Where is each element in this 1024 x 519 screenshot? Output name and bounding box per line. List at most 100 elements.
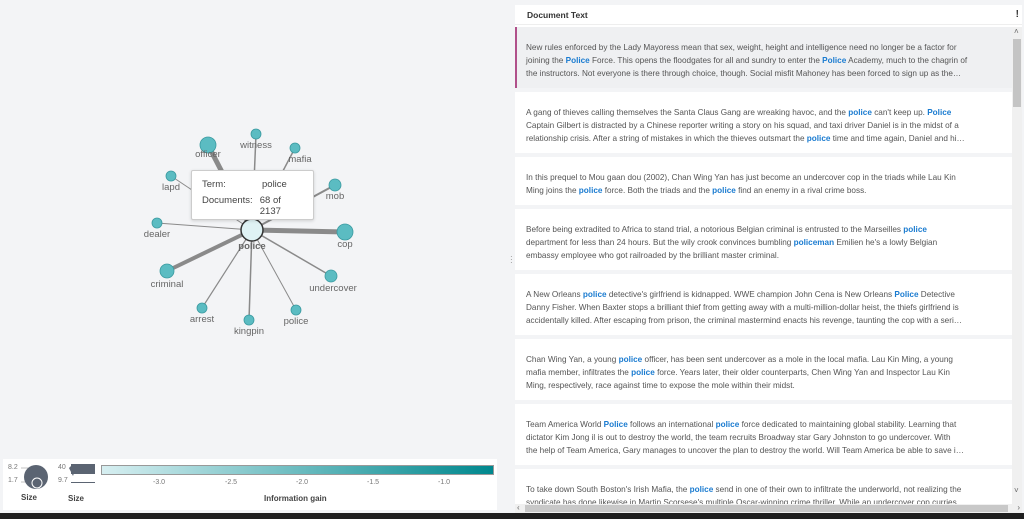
horizontal-scrollbar[interactable]: ‹ › xyxy=(515,503,1022,513)
document-text: dictator Kim Jong il is out to destroy t… xyxy=(526,433,951,442)
taskbar xyxy=(0,513,1024,519)
edge-undercover[interactable] xyxy=(251,229,332,277)
highlighted-term: Police xyxy=(565,56,590,65)
highlighted-term: Police xyxy=(603,420,628,429)
document-line: Before being extradited to Africa to sta… xyxy=(526,223,1000,236)
highlighted-term: Police xyxy=(822,56,847,65)
highlighted-term: Police xyxy=(927,108,952,117)
document-item[interactable]: A gang of thieves calling themselves the… xyxy=(515,92,1012,153)
document-text: In this prequel to Mou gaan dou (2002), … xyxy=(526,173,956,182)
document-line: relationship crisis. After a string of m… xyxy=(526,132,1000,145)
node-label-witness: witness xyxy=(239,140,272,151)
highlighted-term: police xyxy=(903,225,927,234)
document-text: detective's girlfriend is kidnapped. WWE… xyxy=(606,290,895,299)
vertical-scroll-thumb[interactable] xyxy=(1013,39,1021,107)
tooltip-term-label: Term: xyxy=(202,179,226,190)
document-text: time and time again, Daniel and hi… xyxy=(830,134,965,143)
document-line: A gang of thieves calling themselves the… xyxy=(526,106,1000,119)
edge-police[interactable] xyxy=(251,229,297,311)
document-line: accidentally killed. After escaping from… xyxy=(526,314,1000,327)
horizontal-scroll-thumb[interactable] xyxy=(525,505,1008,512)
scroll-up-icon[interactable]: ˄ xyxy=(1014,27,1019,36)
node-label-mob: mob xyxy=(326,191,344,202)
node-lapd[interactable] xyxy=(165,170,177,182)
color-tick: -1.0 xyxy=(438,479,451,486)
scroll-down-icon[interactable]: ˅ xyxy=(1014,486,1019,495)
node-kingpin[interactable] xyxy=(243,314,255,326)
highlighted-term: police xyxy=(715,420,740,429)
node-criminal[interactable] xyxy=(159,263,175,279)
document-item[interactable]: New rules enforced by the Lady Mayoress … xyxy=(515,27,1012,88)
document-line: Captain Gilbert is distracted by a Chine… xyxy=(526,119,1000,132)
highlighted-term: police xyxy=(582,290,607,299)
document-item[interactable]: To take down South Boston's Irish Mafia,… xyxy=(515,469,1012,505)
edge-cop[interactable] xyxy=(251,227,346,235)
vertical-scrollbar[interactable]: ˄ ˅ xyxy=(1012,27,1022,505)
document-text: Chan Wing Yan, a young xyxy=(526,355,619,364)
document-text: Ming joins the xyxy=(526,186,579,195)
edge-dealer[interactable] xyxy=(156,222,253,231)
color-legend-label: Information gain xyxy=(264,494,327,503)
document-text: A New Orleans xyxy=(526,290,583,299)
edge-size-label: Size xyxy=(68,494,85,503)
node-label-criminal: criminal xyxy=(151,279,184,290)
term-tooltip: Term: police Documents: 68 of 2137 xyxy=(191,170,314,220)
pane-splitter[interactable]: · · · xyxy=(510,252,513,267)
node-officer[interactable] xyxy=(199,136,217,154)
node-size-icon xyxy=(21,465,48,489)
legend: 8.2 1.7 Size 40 9.7 Size -3.0 -2.5 -2.0 … xyxy=(3,459,497,510)
node-arrest[interactable] xyxy=(196,302,208,314)
document-line: the help of Team America, Gary manages t… xyxy=(526,444,1000,457)
document-line: syndicate has done likewise in Martin Sc… xyxy=(526,496,1000,505)
center-node[interactable] xyxy=(240,218,264,242)
node-cop[interactable] xyxy=(336,223,354,241)
node-mob[interactable] xyxy=(328,178,342,192)
node-police[interactable] xyxy=(290,304,302,316)
node-dealer[interactable] xyxy=(151,217,163,229)
document-text: Before being extradited to Africa to sta… xyxy=(526,225,904,234)
document-item[interactable]: In this prequel to Mou gaan dou (2002), … xyxy=(515,157,1012,205)
node-size-label: Size xyxy=(21,493,38,502)
highlighted-term: police xyxy=(848,108,872,117)
highlighted-term: police xyxy=(689,485,714,494)
document-line: New rules enforced by the Lady Mayoress … xyxy=(526,41,1000,54)
color-tick: -3.0 xyxy=(153,479,166,486)
document-item[interactable]: Team America World Police follows an int… xyxy=(515,404,1012,465)
edge-criminal[interactable] xyxy=(166,228,253,273)
document-line: Ming joins the police force. Both the tr… xyxy=(526,184,1000,197)
document-text: New rules enforced by the Lady Mayoress … xyxy=(526,43,957,52)
node-undercover[interactable] xyxy=(324,269,338,283)
scroll-left-icon[interactable]: ‹ xyxy=(517,503,520,512)
center-node-label: police xyxy=(238,241,265,252)
document-line: mafia member, infiltrates the police for… xyxy=(526,366,1000,379)
document-text: send in one of their own to infiltrate t… xyxy=(713,485,962,494)
document-item[interactable]: Chan Wing Yan, a young police officer, h… xyxy=(515,339,1012,400)
edge-size-min: 9.7 xyxy=(58,477,68,484)
document-text: embassy employee who got railroaded by t… xyxy=(526,251,780,260)
node-label-cop: cop xyxy=(337,239,352,250)
document-line: Chan Wing Yan, a young police officer, h… xyxy=(526,353,1000,366)
term-network[interactable]: officer witness mafia lapd mob dealer cop crimi… xyxy=(0,0,508,455)
document-item[interactable]: A New Orleans police detective's girlfri… xyxy=(515,274,1012,335)
panel-menu-icon[interactable]: ! xyxy=(1015,9,1019,20)
document-text: Emilien he's a lowly Belgian xyxy=(834,238,938,247)
highlighted-term: Police xyxy=(894,290,919,299)
edge-arrest[interactable] xyxy=(201,229,253,309)
document-line: dictator Kim Jong il is out to destroy t… xyxy=(526,431,1000,444)
edge-kingpin[interactable] xyxy=(248,229,253,321)
node-label-dealer: dealer xyxy=(144,229,170,240)
scroll-right-icon[interactable]: › xyxy=(1017,503,1020,512)
document-text: accidentally killed. After escaping from… xyxy=(526,316,962,325)
document-text: department for less than 24 hours. But t… xyxy=(526,238,794,247)
document-line: Team America World Police follows an int… xyxy=(526,418,1000,431)
color-tick: -2.5 xyxy=(225,479,238,486)
node-witness[interactable] xyxy=(250,128,262,140)
document-item[interactable]: Before being extradited to Africa to sta… xyxy=(515,209,1012,270)
document-list: New rules enforced by the Lady Mayoress … xyxy=(515,27,1012,505)
node-mafia[interactable] xyxy=(289,142,301,154)
document-line: In this prequel to Mou gaan dou (2002), … xyxy=(526,171,1000,184)
node-label-officer: officer xyxy=(195,149,221,160)
node-label-lapd: lapd xyxy=(162,182,180,193)
panel-header: Document Text ! xyxy=(515,5,1022,25)
document-line: the instructors. Not everyone is there t… xyxy=(526,67,1000,80)
